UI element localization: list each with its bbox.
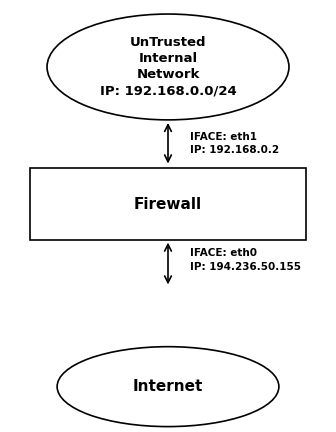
Text: Firewall: Firewall (134, 197, 202, 212)
Ellipse shape (47, 14, 289, 120)
Text: IFACE: eth0
IP: 194.236.50.155: IFACE: eth0 IP: 194.236.50.155 (190, 248, 301, 272)
Text: UnTrusted
Internal
Network
IP: 192.168.0.0/24: UnTrusted Internal Network IP: 192.168.0… (100, 36, 236, 98)
Text: IFACE: eth1
IP: 192.168.0.2: IFACE: eth1 IP: 192.168.0.2 (190, 132, 279, 155)
Ellipse shape (57, 346, 279, 427)
Text: Internet: Internet (133, 379, 203, 394)
Bar (30, 168, 306, 240)
